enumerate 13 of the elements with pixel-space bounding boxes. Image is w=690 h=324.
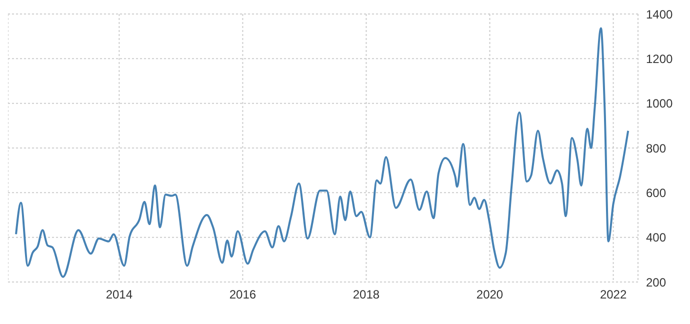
- y-tick-label: 800: [646, 141, 666, 156]
- line-series: [15, 27, 630, 278]
- y-tick-label: 200: [646, 275, 666, 290]
- x-tick-label: 2022: [600, 288, 627, 302]
- y-tick-label: 600: [646, 186, 666, 200]
- x-tick-label: 2014: [106, 288, 133, 302]
- y-tick-label: 400: [646, 230, 666, 245]
- y-tick-label: 1400: [646, 7, 674, 22]
- x-tick-label: 2016: [229, 288, 256, 302]
- x-tick-label: 2020: [476, 288, 504, 302]
- y-tick-label: 1200: [646, 52, 674, 66]
- x-tick-label: 2018: [352, 288, 380, 302]
- y-tick-label: 1000: [646, 96, 674, 111]
